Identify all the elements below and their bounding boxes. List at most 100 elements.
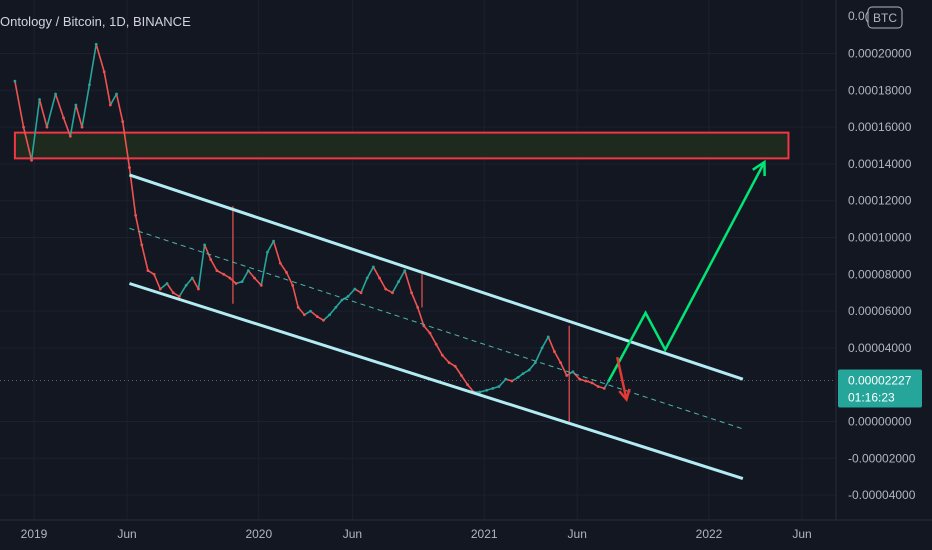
price-point — [291, 283, 295, 287]
price-segment — [38, 99, 48, 128]
price-segment — [534, 347, 543, 363]
price-segment — [403, 270, 413, 293]
price-point — [190, 276, 194, 280]
bullish-projection-path — [607, 161, 766, 382]
time-tick-label: 2019 — [21, 527, 48, 541]
price-segment — [410, 292, 419, 308]
price-point — [410, 291, 413, 295]
price-segment — [253, 277, 262, 286]
price-point — [416, 306, 420, 309]
price-segment — [95, 44, 105, 73]
currency-badge[interactable]: BTC — [867, 6, 903, 29]
price-point — [565, 374, 569, 377]
price-segment — [378, 277, 387, 290]
price-point — [584, 379, 588, 383]
price-segment — [115, 93, 124, 122]
price-segment — [429, 332, 437, 345]
price-segment — [272, 240, 282, 264]
price-tick-label: -0.00004000 — [848, 488, 916, 502]
price-point — [346, 294, 350, 298]
price-segment — [466, 384, 475, 393]
price-point — [596, 385, 600, 388]
time-tick-label: Jun — [343, 527, 362, 541]
price-point — [80, 125, 84, 129]
price-point — [353, 287, 357, 291]
price-segment — [297, 306, 305, 316]
price-segment — [460, 375, 469, 386]
price-segment — [266, 240, 275, 253]
time-tick-label: Jun — [117, 527, 136, 541]
price-point — [102, 70, 106, 74]
price-point — [171, 291, 175, 295]
price-point — [228, 276, 232, 280]
price-tick-label: 0.00016000 — [848, 120, 912, 134]
price-point — [259, 283, 263, 287]
price-point — [378, 276, 381, 280]
price-point — [246, 269, 250, 273]
price-tick-label: 0.00008000 — [848, 267, 912, 281]
price-point — [108, 103, 112, 107]
price-segment — [528, 362, 536, 371]
price-segment — [75, 104, 83, 128]
price-point — [302, 313, 306, 317]
price-segment — [391, 281, 400, 294]
price-segment — [103, 71, 112, 106]
price-point — [215, 269, 219, 273]
price-point — [88, 83, 91, 87]
price-point — [440, 353, 444, 357]
price-point — [285, 271, 288, 274]
price-segment — [329, 306, 337, 316]
price-point — [68, 134, 72, 138]
price-point — [121, 120, 125, 123]
price-point — [38, 98, 41, 101]
price-point — [22, 125, 25, 129]
price-point — [197, 287, 200, 291]
price-segment — [69, 104, 77, 137]
price-segment — [291, 285, 299, 308]
current-price-badge — [838, 369, 922, 408]
price-tick-label: 0.00018000 — [848, 83, 912, 97]
price-axis[interactable]: 0.00020000 0.00018000 0.00016000 0.00014000… — [848, 9, 916, 502]
price-point — [266, 250, 269, 254]
price-segment — [153, 273, 161, 290]
price-point — [434, 342, 438, 346]
price-segment — [366, 266, 375, 279]
price-point — [391, 291, 394, 295]
price-segment — [247, 270, 256, 279]
price-segment — [81, 84, 91, 128]
price-point — [209, 258, 213, 261]
time-axis[interactable]: 2019 Jun 2020 Jun 2021 Jun 2022 Jun — [21, 527, 812, 541]
price-segment — [347, 288, 356, 297]
price-segment — [572, 371, 581, 380]
price-tick-label-partial: 0.0( — [848, 9, 869, 23]
price-point — [497, 385, 501, 388]
price-point — [45, 125, 49, 129]
price-point — [54, 92, 57, 96]
price-segment — [553, 351, 562, 364]
channel-upper-line — [128, 173, 744, 381]
price-tick-label: 0.00006000 — [848, 304, 912, 318]
price-point — [328, 313, 332, 317]
price-segment — [22, 126, 33, 161]
price-point — [184, 283, 188, 287]
price-tick-label: 0.00012000 — [848, 194, 912, 208]
time-tick-label: 2022 — [696, 527, 723, 541]
price-point — [272, 239, 275, 243]
price-segment — [603, 380, 610, 389]
trend-annotations — [128, 159, 766, 480]
price-segment — [498, 378, 507, 388]
price-segment — [547, 336, 556, 352]
price-segment — [178, 284, 187, 297]
price-point — [397, 280, 400, 284]
price-segment — [310, 310, 318, 318]
currency-badge-label: BTC — [873, 11, 897, 25]
price-segment — [435, 343, 444, 356]
price-segment — [88, 44, 97, 85]
price-series — [13, 42, 611, 422]
candle-countdown: 01:16:23 — [848, 391, 895, 405]
price-point — [428, 331, 432, 335]
currency-badge-frame — [867, 6, 903, 29]
